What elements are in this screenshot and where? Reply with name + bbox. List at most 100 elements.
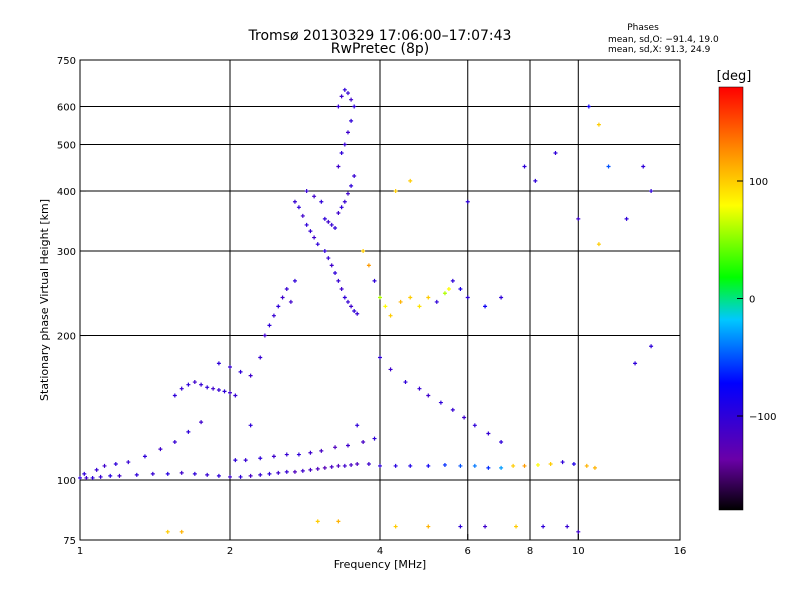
data-point xyxy=(465,199,470,204)
data-point xyxy=(336,463,341,468)
data-point xyxy=(408,295,413,300)
x-axis: 1 2 4 6 8 10 16 xyxy=(77,534,686,557)
data-point xyxy=(342,463,347,468)
data-point xyxy=(126,460,131,465)
data-point xyxy=(342,87,347,92)
data-point xyxy=(649,344,654,349)
data-point xyxy=(458,287,463,292)
data-point xyxy=(165,529,170,534)
phases-title: Phases xyxy=(627,23,659,33)
data-point xyxy=(322,465,327,470)
data-point xyxy=(560,460,565,465)
data-point xyxy=(284,452,289,457)
data-point xyxy=(333,226,338,231)
data-point xyxy=(499,465,504,470)
data-point xyxy=(472,463,477,468)
data-point xyxy=(541,524,546,529)
data-point xyxy=(535,462,540,467)
data-point xyxy=(499,295,504,300)
data-point xyxy=(372,278,377,283)
data-point xyxy=(378,355,382,360)
data-point xyxy=(336,519,341,524)
y-tick-label: 100 xyxy=(57,476,76,487)
data-point xyxy=(450,278,455,283)
data-point xyxy=(336,164,341,169)
data-point xyxy=(383,304,388,309)
data-point xyxy=(308,467,313,472)
data-point xyxy=(300,213,305,218)
data-point xyxy=(336,211,341,216)
data-point xyxy=(361,249,366,254)
data-point xyxy=(78,475,82,480)
data-point xyxy=(211,386,216,391)
data-point xyxy=(165,471,170,476)
data-point xyxy=(388,367,393,372)
gridlines xyxy=(80,60,680,540)
colorbar-tick-label: −100 xyxy=(749,412,776,423)
data-point xyxy=(258,472,263,477)
data-point xyxy=(366,263,371,268)
y-tick-label: 500 xyxy=(57,141,76,152)
data-point xyxy=(606,164,611,169)
data-point xyxy=(113,461,118,466)
data-point xyxy=(267,471,272,476)
data-point xyxy=(576,529,581,534)
data-point xyxy=(304,222,309,227)
phases-legend: Phases mean, sd,O: −91.4, 19.0 mean, sd,… xyxy=(608,23,719,55)
data-point xyxy=(315,466,320,471)
data-point xyxy=(238,474,243,479)
y-axis-label: Stationary phase Virtual Height [km] xyxy=(38,199,51,401)
data-point xyxy=(366,461,371,466)
data-point xyxy=(102,463,107,468)
data-point xyxy=(408,463,413,468)
data-point xyxy=(596,242,601,247)
data-point xyxy=(345,130,350,135)
data-point xyxy=(393,463,398,468)
data-point xyxy=(248,423,253,428)
data-point xyxy=(108,473,113,478)
data-point xyxy=(533,178,538,183)
data-point xyxy=(378,463,382,468)
data-point xyxy=(94,467,99,472)
chart-subtitle: RwPretec (8p) xyxy=(331,41,429,57)
data-point xyxy=(186,429,191,434)
data-point xyxy=(216,361,221,366)
data-point xyxy=(408,178,413,183)
data-point xyxy=(398,299,403,304)
data-point xyxy=(596,122,601,127)
data-point xyxy=(388,313,393,318)
data-point xyxy=(592,465,597,470)
data-point xyxy=(393,524,398,529)
data-point xyxy=(361,440,366,445)
data-point xyxy=(333,445,338,450)
data-point xyxy=(355,423,360,428)
data-point xyxy=(192,471,197,476)
data-point xyxy=(426,393,431,398)
data-point xyxy=(117,473,122,478)
data-point xyxy=(172,440,177,445)
y-tick-label: 300 xyxy=(57,247,76,258)
data-point xyxy=(233,393,238,398)
data-point xyxy=(349,97,354,102)
data-point xyxy=(150,471,155,476)
data-point xyxy=(438,400,443,405)
data-point xyxy=(271,313,276,318)
data-point xyxy=(483,304,488,309)
data-point xyxy=(442,462,447,467)
data-point xyxy=(319,199,324,204)
data-point xyxy=(345,191,350,196)
data-point xyxy=(262,333,267,338)
data-point xyxy=(339,205,344,210)
data-point xyxy=(349,462,354,467)
colorbar: [deg] 100 0 −100 xyxy=(717,69,776,511)
data-point xyxy=(243,458,248,463)
x-tick-label: 6 xyxy=(465,546,471,557)
data-points xyxy=(78,87,654,534)
data-point xyxy=(292,199,297,204)
data-point xyxy=(216,388,221,393)
data-point xyxy=(248,373,253,378)
data-point xyxy=(276,304,281,309)
data-point xyxy=(403,380,408,385)
data-point xyxy=(352,308,357,313)
x-tick-label: 4 xyxy=(377,546,383,557)
